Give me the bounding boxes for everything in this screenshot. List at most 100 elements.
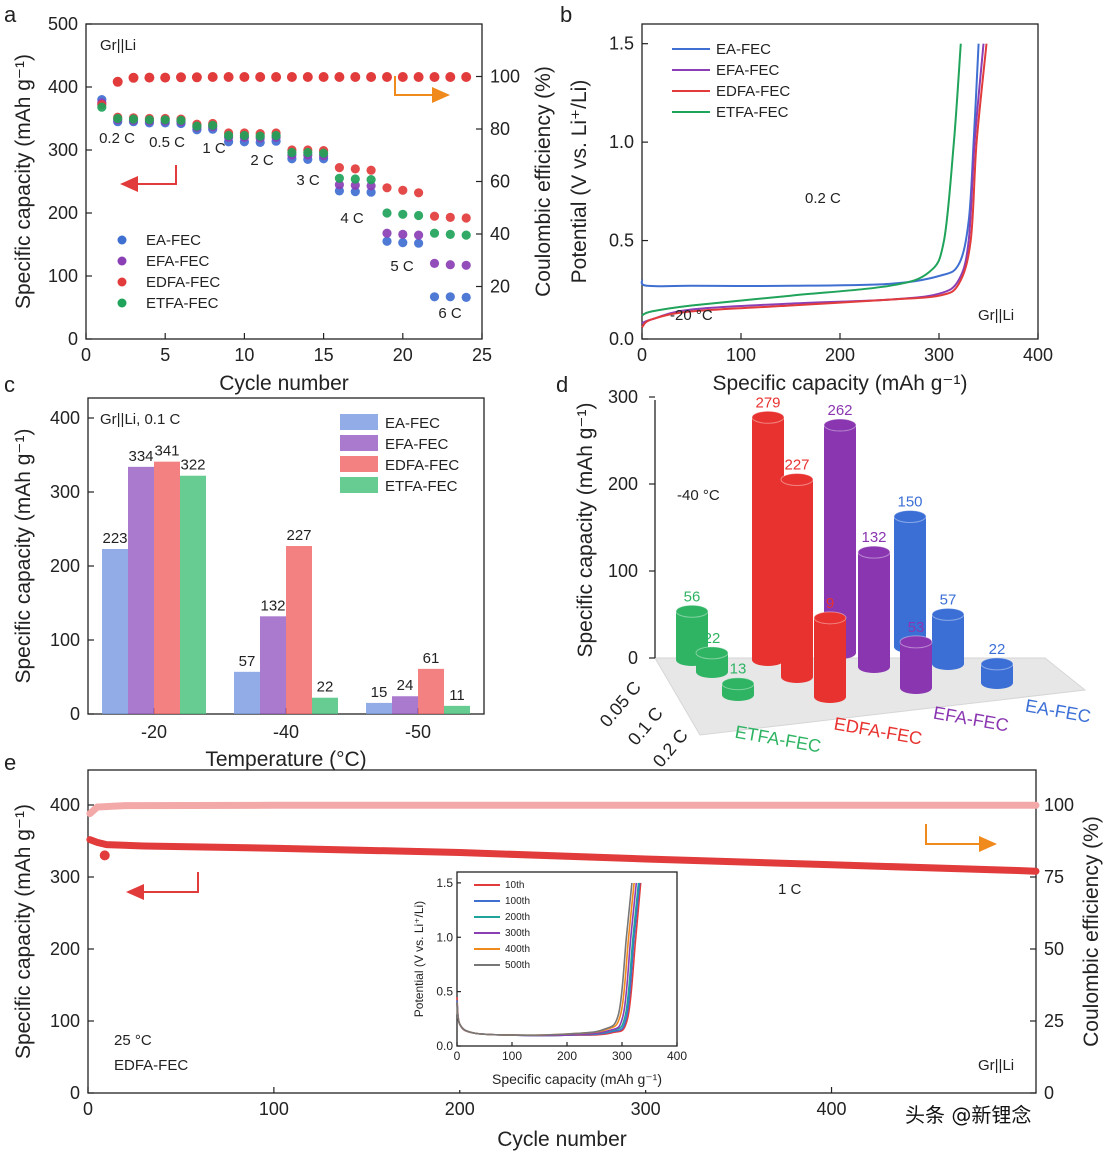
panel-d-bar-top xyxy=(980,657,1014,671)
panel-d-ytick-label: 0 xyxy=(628,648,638,668)
panel-c-bar-EFA-FEC xyxy=(392,696,418,714)
panel-a-ce-point xyxy=(334,72,345,82)
panel-d-bar-EFA-FEC xyxy=(824,425,856,659)
panel-d-value-label: 150 xyxy=(897,494,922,511)
panel-a-point-EFA-FEC xyxy=(366,181,376,191)
panel-b-curve-ETFA-FEC xyxy=(641,43,962,317)
panel-d-bar-EDFA-FEC xyxy=(814,617,846,703)
panel-a-ce-point xyxy=(223,72,234,82)
panel-a-point-ETFA-FEC xyxy=(429,228,440,238)
panel-a-ytick-label: 200 xyxy=(48,203,78,223)
panel-a-y2label: Coulombic efficiency (%) xyxy=(532,66,555,297)
panel-c-bar-EDFA-FEC xyxy=(418,668,444,714)
panel-e-xlabel: Cycle number xyxy=(497,1128,627,1151)
panel-c-ytick-label: 200 xyxy=(50,556,80,576)
panel-a-ce-point xyxy=(144,72,155,83)
panel-d-rate-label: 0.1 C xyxy=(624,703,667,749)
panel-c-bar-EDFA-FEC xyxy=(154,461,180,714)
panel-c-legend-swatch xyxy=(340,435,378,451)
panel-a-chart: 0 5 10 15 20 25 0 100 200 300 400 500 20 40 60 80 100 Cyc… xyxy=(12,14,555,395)
panel-b-ytick-label: 0.5 xyxy=(609,231,634,251)
panel-a-point-ETFA-FEC xyxy=(144,115,154,125)
panel-a-xtick-label: 5 xyxy=(160,345,170,365)
panel-d-value-label: 13 xyxy=(730,661,747,678)
panel-d-ytick-label: 300 xyxy=(608,387,638,407)
panel-a-point-EDFA-FEC xyxy=(429,211,440,221)
panel-d-ytick-label: 100 xyxy=(608,561,638,581)
panel-a-point-ETFA-FEC xyxy=(192,121,202,131)
panel-b-curve-EFA-FEC xyxy=(641,43,985,325)
panel-a-rate-label: 4 C xyxy=(340,210,364,227)
panel-d-bar-EA-FEC xyxy=(932,614,964,670)
panel-a-point-ETFA-FEC xyxy=(398,209,408,219)
panel-c-legend-swatch xyxy=(340,414,378,430)
panel-c-bar-EDFA-FEC xyxy=(286,546,312,714)
panel-d-value-label: 56 xyxy=(684,588,701,605)
panel-a-ce-point xyxy=(286,72,297,82)
panel-c-bar-EA-FEC xyxy=(366,702,392,714)
panel-e-arrow-right xyxy=(925,824,997,852)
panel-e-y2tick-label: 50 xyxy=(1044,939,1064,959)
panel-a-xtick-label: 25 xyxy=(472,345,492,365)
panel-a-rate-label: 3 C xyxy=(296,172,320,189)
panel-c-bar-ETFA-FEC xyxy=(444,705,470,714)
panel-d-bar-EFA-FEC xyxy=(900,641,932,694)
panel-e-ylabel: Specific capacity (mAh g⁻¹) xyxy=(12,804,35,1059)
panel-a-point-ETFA-FEC xyxy=(224,130,234,141)
panel-a-xtick-label: 20 xyxy=(393,345,413,365)
panel-c-bar-EFA-FEC xyxy=(128,466,154,714)
panel-a-point-EDFA-FEC xyxy=(382,183,392,193)
panel-b-xtick-label: 100 xyxy=(726,345,756,365)
panel-d-value-label: 262 xyxy=(827,402,852,419)
panel-a-ce-point xyxy=(255,72,266,82)
panel-a-point-EA-FEC xyxy=(414,238,424,248)
panel-e-ytick-label: 400 xyxy=(50,795,80,815)
panel-a-xlabel: Cycle number xyxy=(219,372,349,395)
panel-a-point-EDFA-FEC xyxy=(350,164,360,174)
panel-a-point-EA-FEC xyxy=(461,292,471,302)
panel-a-xtick-label: 15 xyxy=(314,345,334,365)
panel-b-ylabel: Potential (V vs. Li⁺/Li) xyxy=(568,80,591,284)
panel-a-legend-marker xyxy=(117,256,127,266)
panel-letter-b: b xyxy=(560,2,572,27)
panel-a-y2tick-label: 80 xyxy=(490,119,510,139)
panel-e-inset-ylabel: Potential (V vs. Li⁺/Li) xyxy=(412,901,426,1017)
panel-d-chart: 0 100 200 300 Specific capacity (mAh g⁻¹) -40… xyxy=(574,387,1092,771)
panel-e-inset-xlabel: Specific capacity (mAh g⁻¹) xyxy=(492,1071,662,1087)
panel-a-ce-point xyxy=(397,72,408,82)
panel-a-ylabel: Specific capacity (mAh g⁻¹) xyxy=(12,54,35,309)
panel-a-xtick-label: 0 xyxy=(81,345,91,365)
panel-a-point-ETFA-FEC xyxy=(271,130,281,141)
panel-a-point-EA-FEC xyxy=(366,187,376,197)
panel-d-temperature: -40 °C xyxy=(677,487,720,504)
panel-e-inset-legend-label: 300th xyxy=(505,928,530,939)
panel-a-legend-marker xyxy=(117,298,127,308)
panel-d-bar-top xyxy=(751,410,785,424)
panel-c-xtick-label: -50 xyxy=(405,722,431,742)
panel-d-bar-top xyxy=(721,677,755,691)
panel-a-ce-point xyxy=(239,72,250,82)
panel-c-value-label: 322 xyxy=(180,457,205,474)
panel-a-ce-point xyxy=(429,72,440,82)
panel-c-value-label: 341 xyxy=(154,443,179,460)
panel-letter-c: c xyxy=(4,372,15,397)
panel-c-xtick-label: -20 xyxy=(141,722,167,742)
panel-a-cell-label: Gr||Li xyxy=(100,37,136,54)
panel-a-xtick-label: 10 xyxy=(234,345,254,365)
panel-c-xtick-label: -40 xyxy=(273,722,299,742)
panel-c-value-label: 15 xyxy=(371,684,388,701)
panel-c-cell-label: Gr||Li, 0.1 C xyxy=(100,411,180,428)
panel-a-y2tick-label: 60 xyxy=(490,172,510,192)
panel-d-value-label: 53 xyxy=(908,619,925,636)
watermark: 头条 @新锂念 xyxy=(905,1103,1031,1127)
panel-e-inset-legend-label: 500th xyxy=(505,960,530,971)
panel-d-ytick-label: 200 xyxy=(608,474,638,494)
panel-a-ce-point xyxy=(128,72,139,83)
panel-a-point-ETFA-FEC xyxy=(239,130,249,141)
panel-a-point-EFA-FEC xyxy=(461,260,471,270)
panel-a-point-ETFA-FEC xyxy=(382,208,392,218)
panel-d-bar-EDFA-FEC xyxy=(781,479,813,683)
panel-c-value-label: 11 xyxy=(449,687,465,704)
panel-a-ce-point xyxy=(350,72,361,82)
